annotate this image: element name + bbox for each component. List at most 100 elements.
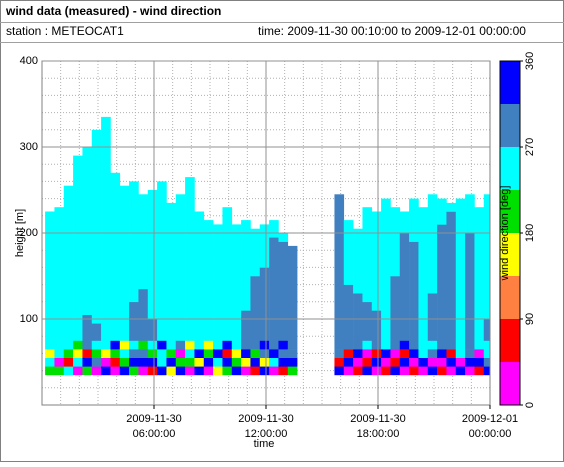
cell	[45, 211, 55, 341]
cell	[185, 340, 195, 350]
cell	[427, 293, 438, 341]
cell	[465, 349, 475, 358]
cell	[91, 340, 102, 350]
cell	[185, 349, 195, 358]
colorbar-swatch	[500, 61, 520, 104]
cell	[213, 340, 223, 350]
cell	[418, 366, 429, 376]
cell	[91, 357, 102, 367]
x-tick-label: 2009-12-01 00:00:00	[462, 413, 518, 440]
cell	[54, 366, 65, 376]
cell	[390, 357, 401, 367]
cell	[483, 349, 490, 358]
cell	[390, 207, 401, 277]
cell	[82, 366, 93, 376]
cell	[222, 207, 233, 341]
colorbar-swatch	[500, 362, 520, 405]
cell	[371, 310, 382, 341]
cell	[446, 349, 457, 358]
x-axis-label: time	[254, 438, 275, 450]
cell	[241, 220, 251, 311]
cell	[371, 366, 382, 376]
cell	[101, 357, 111, 367]
cell	[353, 293, 363, 341]
cell	[269, 366, 279, 376]
cell	[455, 349, 466, 358]
cell	[437, 366, 447, 376]
cell	[175, 194, 186, 341]
cell	[231, 366, 242, 376]
cell	[353, 340, 363, 350]
cell	[269, 349, 279, 358]
cell	[129, 301, 139, 341]
cell	[362, 357, 373, 367]
cell	[409, 340, 419, 350]
cell	[259, 366, 270, 376]
y-axis-label: height [m]	[14, 209, 26, 257]
cell	[101, 366, 111, 376]
cell	[213, 357, 223, 367]
cell	[399, 340, 410, 350]
cell	[259, 224, 270, 268]
colorbar-swatch	[500, 104, 520, 147]
cell	[409, 349, 419, 358]
cell	[278, 233, 289, 242]
cell	[353, 228, 363, 294]
cell	[222, 340, 233, 350]
cell	[213, 366, 223, 376]
cell	[427, 366, 438, 376]
cell	[259, 340, 270, 350]
cell	[278, 366, 289, 376]
cell	[334, 194, 345, 341]
cell	[166, 349, 177, 358]
cell	[418, 207, 429, 341]
colorbar-label: wind direction [deg]	[499, 186, 511, 282]
cell	[390, 340, 401, 350]
cell	[203, 220, 214, 341]
title: wind data (measured) - wind direction	[5, 4, 221, 18]
cell	[194, 366, 205, 376]
cell	[185, 366, 195, 376]
cell	[54, 349, 65, 358]
cell	[166, 357, 177, 367]
cell	[175, 340, 186, 350]
cell	[147, 366, 158, 376]
cell	[82, 147, 93, 315]
cell	[185, 177, 195, 341]
period: time: 2009-11-30 00:10:00 to 2009-12-01 …	[258, 24, 526, 38]
cell	[446, 211, 457, 341]
cell	[343, 349, 354, 358]
cell	[287, 245, 298, 341]
cell	[437, 224, 447, 341]
cell	[362, 207, 373, 303]
cell	[250, 228, 261, 277]
cell	[185, 357, 195, 367]
cell	[138, 357, 149, 367]
cell	[166, 202, 177, 341]
cell	[241, 310, 251, 341]
cell	[343, 366, 354, 376]
cell	[231, 357, 242, 367]
cell	[119, 340, 130, 350]
cell	[91, 349, 102, 358]
cell	[91, 366, 102, 376]
cell	[343, 340, 354, 350]
cell	[63, 340, 74, 350]
cell	[409, 198, 419, 242]
cell	[427, 340, 438, 350]
cell	[455, 340, 466, 350]
cell	[63, 349, 74, 358]
x-tick-label: 2009-11-30 18:00:00	[350, 413, 405, 440]
cell	[381, 198, 391, 341]
cell	[465, 366, 475, 376]
cell	[250, 276, 261, 341]
cell	[455, 198, 466, 341]
cell	[147, 349, 158, 358]
cell	[194, 340, 205, 350]
cell	[474, 357, 485, 367]
cell	[73, 366, 83, 376]
cell	[119, 357, 130, 367]
cell	[353, 349, 363, 358]
cell	[437, 340, 447, 350]
cell	[409, 366, 419, 376]
